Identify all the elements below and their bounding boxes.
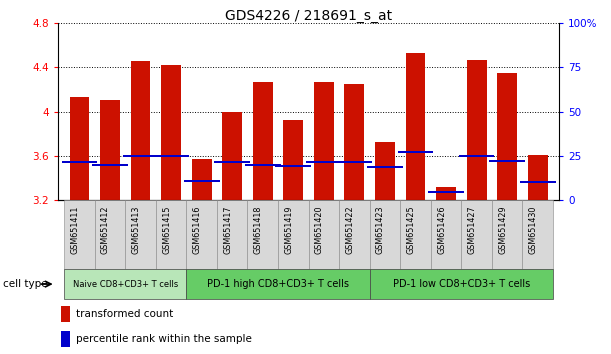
Bar — [95, 200, 125, 269]
Bar — [406, 53, 425, 200]
Bar — [276, 165, 311, 167]
Bar — [100, 101, 120, 200]
Bar — [123, 155, 158, 157]
Bar — [398, 152, 433, 153]
Bar — [367, 166, 403, 168]
Bar — [60, 306, 70, 322]
Bar — [62, 161, 97, 164]
Bar — [528, 155, 547, 200]
Bar — [370, 200, 400, 269]
Bar — [131, 61, 150, 200]
Text: GSM651430: GSM651430 — [529, 206, 538, 254]
Text: GDS4226 / 218691_s_at: GDS4226 / 218691_s_at — [225, 9, 392, 23]
Text: GSM651419: GSM651419 — [284, 206, 293, 254]
Text: GSM651425: GSM651425 — [406, 206, 415, 254]
Text: GSM651411: GSM651411 — [70, 206, 79, 254]
Bar — [217, 200, 247, 269]
Bar — [245, 164, 280, 166]
Bar — [492, 200, 522, 269]
Bar — [467, 59, 486, 200]
Bar — [253, 82, 273, 200]
Text: GSM651416: GSM651416 — [192, 206, 202, 254]
Bar — [375, 142, 395, 200]
Bar — [214, 161, 250, 164]
Bar — [153, 155, 189, 157]
Bar — [431, 200, 461, 269]
Text: GSM651412: GSM651412 — [101, 206, 110, 254]
Bar — [161, 65, 181, 200]
Bar — [125, 200, 156, 269]
Text: PD-1 high CD8+CD3+ T cells: PD-1 high CD8+CD3+ T cells — [207, 279, 349, 289]
Bar — [306, 161, 342, 164]
Bar — [370, 269, 553, 299]
Text: percentile rank within the sample: percentile rank within the sample — [76, 334, 252, 344]
Bar — [186, 200, 217, 269]
Bar — [64, 200, 95, 269]
Bar — [428, 191, 464, 193]
Text: PD-1 low CD8+CD3+ T cells: PD-1 low CD8+CD3+ T cells — [393, 279, 530, 289]
Bar — [461, 200, 492, 269]
Text: GSM651427: GSM651427 — [467, 206, 477, 254]
Bar — [64, 269, 186, 299]
Text: cell type: cell type — [3, 279, 48, 289]
Bar — [337, 161, 372, 164]
Bar — [489, 160, 525, 162]
Bar — [284, 120, 303, 200]
Bar — [70, 97, 89, 200]
Bar — [345, 84, 364, 200]
Text: GSM651420: GSM651420 — [315, 206, 324, 254]
Text: Naive CD8+CD3+ T cells: Naive CD8+CD3+ T cells — [73, 280, 178, 289]
Bar — [497, 73, 517, 200]
Text: GSM651415: GSM651415 — [162, 206, 171, 254]
Bar — [459, 155, 494, 157]
Bar — [222, 112, 242, 200]
Bar — [314, 82, 334, 200]
Bar — [192, 159, 211, 200]
Bar — [400, 200, 431, 269]
Bar — [436, 187, 456, 200]
Text: GSM651422: GSM651422 — [345, 206, 354, 254]
Text: transformed count: transformed count — [76, 309, 173, 319]
Text: GSM651413: GSM651413 — [131, 206, 141, 254]
Text: GSM651418: GSM651418 — [254, 206, 263, 254]
Bar — [339, 200, 370, 269]
Bar — [92, 164, 128, 166]
Bar — [520, 181, 555, 183]
Bar — [309, 200, 339, 269]
Bar — [247, 200, 278, 269]
Bar — [278, 200, 309, 269]
Text: GSM651423: GSM651423 — [376, 206, 385, 254]
Text: GSM651417: GSM651417 — [223, 206, 232, 254]
Bar — [186, 269, 370, 299]
Bar — [156, 200, 186, 269]
Bar — [60, 331, 70, 347]
Bar — [184, 180, 219, 182]
Text: GSM651426: GSM651426 — [437, 206, 446, 254]
Bar — [522, 200, 553, 269]
Text: GSM651429: GSM651429 — [498, 206, 507, 254]
